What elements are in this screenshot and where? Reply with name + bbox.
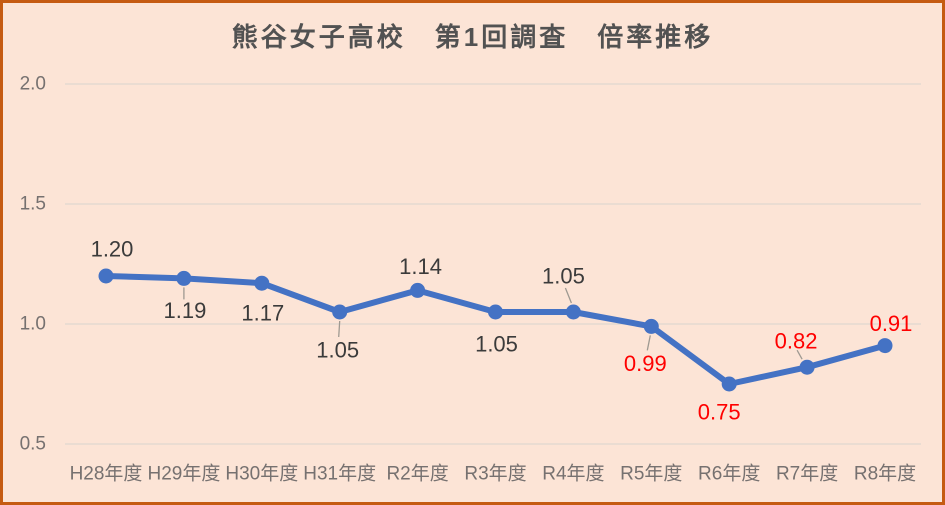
y-tick-label: 1.5 bbox=[20, 194, 46, 215]
data-point-marker bbox=[176, 270, 192, 286]
data-label: 1.20 bbox=[91, 237, 134, 262]
y-tick-label: 0.5 bbox=[20, 434, 46, 455]
data-point-marker bbox=[565, 304, 581, 320]
data-label: 1.17 bbox=[241, 301, 284, 326]
data-point-marker bbox=[799, 359, 815, 375]
x-tick-label: R2年度 bbox=[386, 463, 448, 485]
chart-title: 熊谷女子高校 第1回調査 倍率推移 bbox=[231, 22, 714, 52]
data-label: 1.19 bbox=[163, 298, 206, 323]
data-label: 1.14 bbox=[399, 254, 442, 279]
y-tick-label: 2.0 bbox=[20, 74, 46, 95]
data-label: 0.99 bbox=[624, 351, 667, 376]
data-label: 0.82 bbox=[775, 329, 818, 354]
data-point-marker bbox=[877, 338, 893, 354]
x-tick-label: R4年度 bbox=[542, 463, 604, 485]
leader-line bbox=[338, 320, 341, 338]
x-tick-label: R6年度 bbox=[698, 463, 760, 485]
leader-line bbox=[646, 335, 651, 351]
x-tick-label: R8年度 bbox=[854, 463, 916, 485]
x-tick-label: H28年度 bbox=[70, 463, 143, 485]
data-point-marker bbox=[488, 304, 503, 320]
x-tick-label: R7年度 bbox=[776, 463, 838, 485]
leader-line bbox=[796, 349, 803, 360]
data-label: 1.05 bbox=[475, 332, 518, 357]
trend-line-chart: 2.0 1.5 1.0 0.5 H28年度 H29年度 H30年度 H31年度 R2年度 R3年度… bbox=[20, 74, 921, 485]
x-tick-label: H30年度 bbox=[225, 463, 298, 485]
data-label: 1.05 bbox=[316, 338, 359, 363]
data-label: 0.75 bbox=[698, 400, 741, 425]
data-point-marker bbox=[332, 304, 348, 320]
data-label: 1.05 bbox=[542, 264, 585, 289]
data-point-marker bbox=[254, 275, 270, 291]
data-point-marker bbox=[721, 376, 737, 392]
data-point-marker bbox=[410, 282, 426, 298]
data-point-marker bbox=[98, 268, 114, 284]
x-tick-label: R3年度 bbox=[464, 463, 526, 485]
trend-line bbox=[103, 273, 888, 387]
x-tick-label: H31年度 bbox=[303, 463, 376, 485]
data-label: 0.91 bbox=[870, 311, 913, 336]
x-tick-label: R5年度 bbox=[620, 463, 682, 485]
data-point-marker bbox=[643, 318, 659, 334]
leader-line bbox=[564, 287, 573, 304]
y-tick-label: 1.0 bbox=[20, 314, 46, 335]
x-tick-label: H29年度 bbox=[147, 463, 220, 485]
